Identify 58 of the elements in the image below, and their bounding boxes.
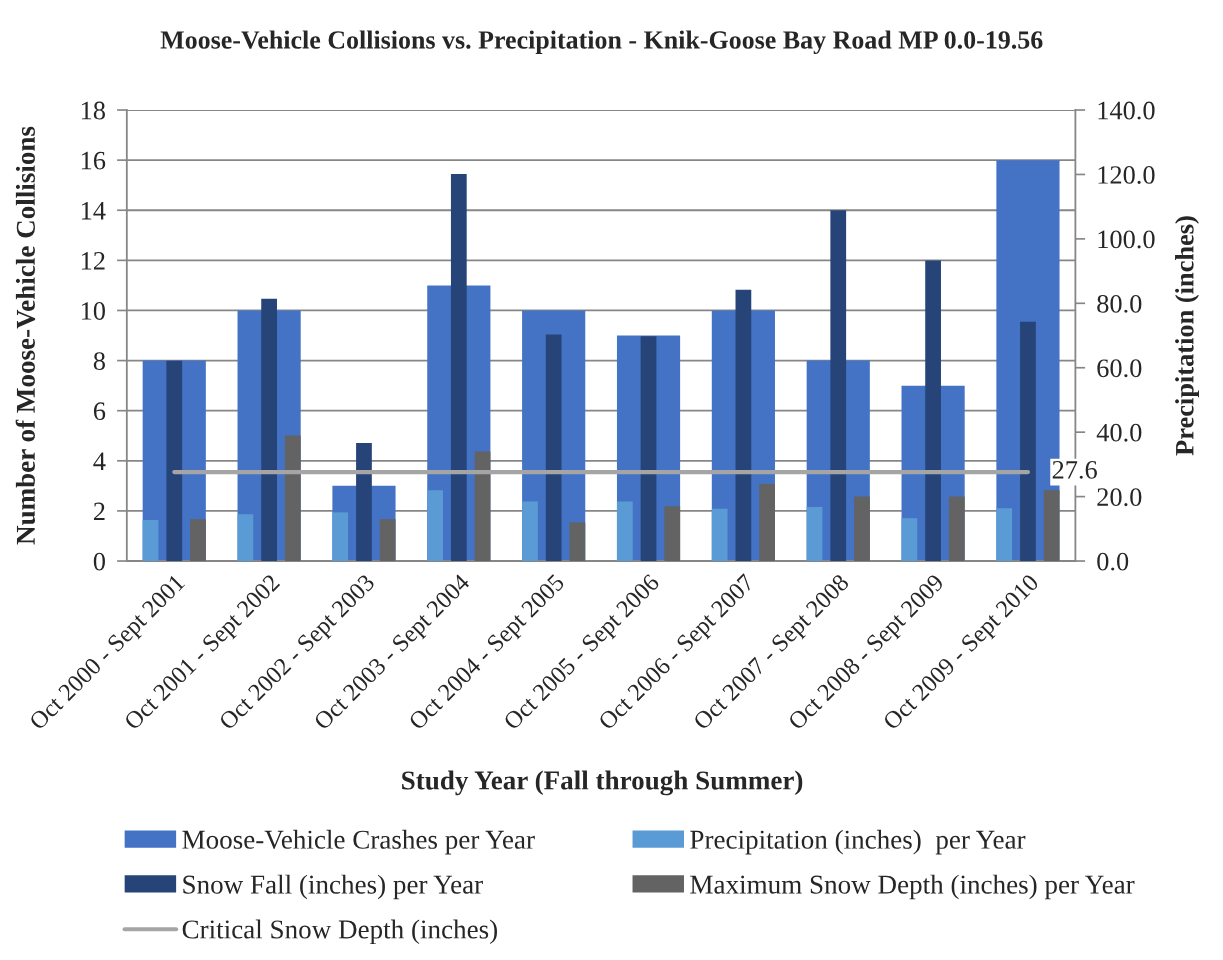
bar: [1043, 490, 1060, 562]
y-tick-label: 10: [81, 302, 105, 320]
y2-tick-label: 80.0: [1097, 294, 1142, 313]
y2-tick-label: 60.0: [1097, 359, 1142, 378]
bar: [261, 298, 277, 562]
bar: [664, 506, 681, 562]
bar: [142, 520, 159, 562]
legend-label: Critical Snow Depth (inches): [182, 919, 497, 945]
legend-label: Precipitation (inches) per Year: [690, 829, 1026, 855]
bar: [616, 501, 633, 562]
chart-title: Moose-Vehicle Collisions vs. Precipitation - Knik-Goose Bay Road MP 0.0-19.56: [160, 30, 1043, 55]
legend-label: Snow Fall (inches) per Year: [183, 874, 483, 900]
bar: [996, 508, 1013, 562]
y-tick-label: 14: [81, 201, 106, 220]
bar: [450, 174, 467, 562]
bar: [332, 512, 349, 562]
bar: [735, 289, 752, 562]
bar: [759, 484, 775, 562]
bar: [190, 519, 206, 562]
bar: [901, 518, 918, 562]
bar: [237, 514, 254, 562]
bar: [356, 443, 372, 562]
y-tick-label: 0: [93, 552, 105, 571]
legend-label: Maximum Snow Depth (inches) per Year: [690, 874, 1135, 900]
bar: [545, 334, 562, 562]
y2-tick-label: 140.0: [1098, 101, 1155, 120]
y-tick-label: 18: [81, 101, 105, 120]
bar: [427, 490, 443, 562]
bar: [1020, 321, 1036, 562]
bar: [806, 506, 823, 562]
bar: [925, 260, 941, 562]
y2-tick-label: 100.0: [1098, 230, 1155, 249]
y2-tick-label: 0.0: [1097, 552, 1129, 571]
y-axis-title: Number of Moose-Vehicle Collisions: [15, 126, 36, 545]
bar: [166, 360, 183, 562]
bar: [948, 496, 965, 562]
bar: [830, 210, 847, 562]
bar: [522, 501, 538, 562]
y-tick-label: 12: [81, 252, 105, 270]
bar: [711, 508, 728, 562]
y2-tick-label: 40.0: [1096, 423, 1142, 442]
bar: [474, 451, 491, 562]
bar: [379, 519, 396, 562]
legend-label: Moose-Vehicle Crashes per Year: [182, 829, 535, 855]
bar: [640, 336, 657, 562]
bar: [569, 522, 586, 562]
y2-tick-label: 20.0: [1097, 488, 1142, 507]
y-tick-label: 2: [93, 502, 105, 521]
x-axis-title: Study Year (Fall through Summer): [402, 770, 803, 796]
y-tick-label: 16: [81, 151, 106, 170]
data-label: 27.6: [1052, 460, 1097, 479]
y-tick-label: 4: [93, 452, 106, 470]
y2-tick-label: 120.0: [1098, 166, 1155, 184]
bar: [284, 435, 301, 562]
y-tick-label: 8: [93, 352, 105, 370]
y2-axis-title: Precipitation (inches): [1175, 216, 1199, 456]
bar: [854, 496, 870, 562]
y-tick-label: 6: [93, 402, 106, 421]
